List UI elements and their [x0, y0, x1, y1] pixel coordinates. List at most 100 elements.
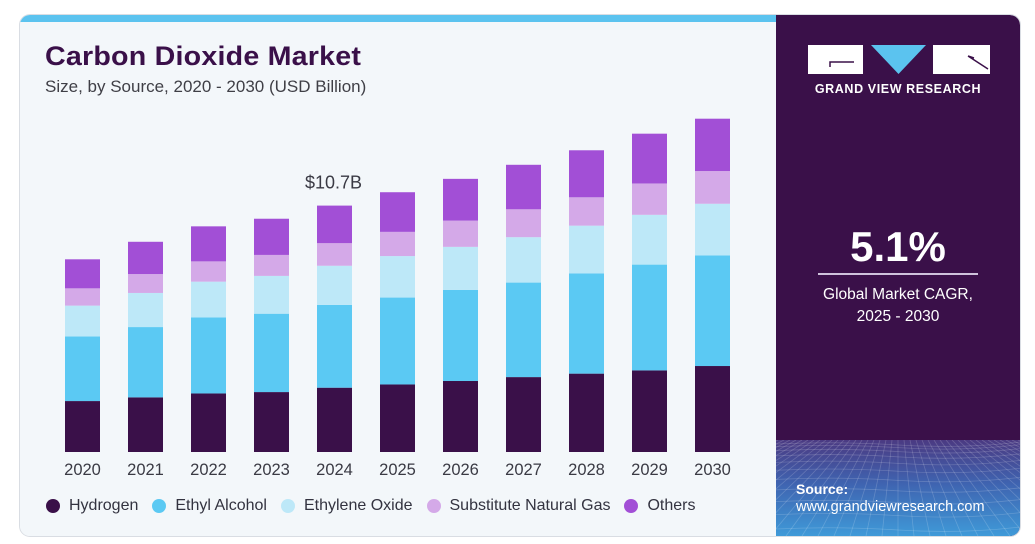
- bar-segment-others-2022: [191, 226, 226, 262]
- bar-segment-ethyl-alcohol-2029: [632, 264, 667, 371]
- legend-label: Substitute Natural Gas: [449, 497, 611, 514]
- legend-item-hydrogen: Hydrogen: [46, 497, 138, 515]
- x-tick-label: 2029: [631, 461, 668, 479]
- bar-segment-ethylene-oxide-2030: [695, 203, 730, 256]
- bar-segment-hydrogen-2024: [317, 387, 352, 452]
- mesh-grid-decoration: [776, 440, 1020, 536]
- bar-segment-ethylene-oxide-2027: [506, 237, 541, 283]
- bar-segment-hydrogen-2030: [695, 366, 730, 452]
- bar-segment-ethylene-oxide-2021: [128, 292, 163, 328]
- legend-item-ethyl-alcohol: Ethyl Alcohol: [152, 497, 267, 515]
- bar-segment-hydrogen-2025: [380, 384, 415, 452]
- bar-segment-others-2029: [632, 133, 667, 184]
- bar-segment-ethylene-oxide-2028: [569, 225, 604, 274]
- cagr-label-line2: 2025 - 2030: [856, 308, 940, 325]
- bar-segment-substitute-natural-gas-2025: [380, 231, 415, 257]
- x-tick-label: 2025: [379, 461, 416, 479]
- bar-segment-ethyl-alcohol-2030: [695, 255, 730, 367]
- legend-label: Ethyl Alcohol: [175, 497, 267, 514]
- chart-legend: Hydrogen Ethyl Alcohol Ethylene Oxide Subst…: [46, 496, 709, 516]
- bar-segment-ethyl-alcohol-2021: [128, 327, 163, 398]
- bar-segment-hydrogen-2028: [569, 373, 604, 452]
- value-annotation: $10.7B: [305, 173, 362, 193]
- x-tick-label: 2028: [568, 461, 605, 479]
- cagr-value: 5.1%: [850, 223, 946, 270]
- x-tick-label: 2023: [253, 461, 290, 479]
- bar-segment-substitute-natural-gas-2026: [443, 220, 478, 247]
- bar-segment-ethylene-oxide-2020: [65, 305, 100, 337]
- bar-segment-hydrogen-2021: [128, 397, 163, 452]
- legend-swatch: [280, 499, 295, 513]
- legend-label: Others: [647, 497, 696, 514]
- bar-segment-substitute-natural-gas-2023: [254, 254, 289, 276]
- bar-segment-ethylene-oxide-2026: [443, 246, 478, 290]
- bar-segment-hydrogen-2026: [443, 381, 478, 452]
- bar-segment-ethylene-oxide-2022: [191, 281, 226, 318]
- bar-segment-hydrogen-2022: [191, 393, 226, 452]
- x-tick-label: 2022: [190, 461, 227, 479]
- infographic-card: Carbon Dioxide Market Size, by Source, 2…: [20, 15, 1020, 536]
- bar-segment-ethyl-alcohol-2024: [317, 304, 352, 388]
- bar-segment-ethyl-alcohol-2022: [191, 317, 226, 394]
- chart-title: Carbon Dioxide Market: [45, 41, 362, 71]
- x-tick-label: 2020: [64, 461, 101, 479]
- bar-segment-others-2027: [506, 164, 541, 210]
- bar-segment-substitute-natural-gas-2029: [632, 183, 667, 215]
- chart-panel: Carbon Dioxide Market Size, by Source, 2…: [20, 15, 776, 536]
- source-label: Source:: [796, 481, 849, 497]
- legend-swatch: [426, 499, 441, 513]
- legend-swatch: [624, 499, 639, 513]
- bar-segment-ethyl-alcohol-2026: [443, 289, 478, 382]
- legend-swatch: [46, 499, 60, 513]
- source-background: [776, 440, 1020, 536]
- bar-segment-others-2020: [65, 259, 100, 289]
- bar-segment-ethyl-alcohol-2028: [569, 273, 604, 374]
- bar-segment-substitute-natural-gas-2020: [65, 288, 100, 306]
- bar-segment-ethylene-oxide-2029: [632, 214, 667, 265]
- bar-segment-others-2024: [317, 205, 352, 244]
- legend-item-substitute-natural-gas: Substitute Natural Gas: [426, 497, 611, 515]
- bar-segment-substitute-natural-gas-2030: [695, 171, 730, 204]
- bar-segment-others-2023: [254, 218, 289, 255]
- bar-segment-others-2028: [569, 150, 604, 198]
- bar-segment-ethylene-oxide-2024: [317, 265, 352, 305]
- bar-segment-others-2025: [380, 192, 415, 232]
- bar-segment-ethyl-alcohol-2020: [65, 336, 100, 402]
- x-tick-label: 2021: [127, 461, 164, 479]
- bar-segment-ethylene-oxide-2025: [380, 256, 415, 298]
- x-tick-label: 2024: [316, 461, 353, 479]
- bar-segment-hydrogen-2029: [632, 370, 667, 452]
- legend-item-ethylene-oxide: Ethylene Oxide: [280, 497, 413, 515]
- x-tick-label: 2030: [694, 461, 731, 479]
- bar-segment-substitute-natural-gas-2027: [506, 209, 541, 238]
- source-link[interactable]: www.grandviewresearch.com: [796, 499, 985, 515]
- bar-segment-others-2030: [695, 118, 730, 172]
- side-panel: GRAND VIEW RESEARCH 5.1% Global Market C…: [776, 15, 1020, 536]
- x-tick-label: 2026: [442, 461, 479, 479]
- x-tick-label: 2027: [505, 461, 542, 479]
- bar-segment-substitute-natural-gas-2024: [317, 243, 352, 266]
- bar-segment-substitute-natural-gas-2022: [191, 261, 226, 282]
- bar-segment-hydrogen-2020: [65, 401, 100, 452]
- bar-segment-others-2026: [443, 178, 478, 221]
- chart-subtitle: Size, by Source, 2020 - 2030 (USD Billio…: [45, 77, 367, 96]
- accent-bar: [20, 15, 776, 22]
- bar-segment-ethylene-oxide-2023: [254, 275, 289, 314]
- legend-label: Ethylene Oxide: [303, 497, 413, 514]
- bar-segment-others-2021: [128, 241, 163, 275]
- stacked-bar-chart: 2020 2021 2022 2023 2024 $10.7B 2025 2026 2027 20…: [64, 118, 731, 479]
- cagr-label-line1: Global Market CAGR,: [823, 286, 973, 303]
- bar-segment-substitute-natural-gas-2021: [128, 274, 163, 293]
- bar-segment-hydrogen-2027: [506, 377, 541, 452]
- bar-segment-ethyl-alcohol-2023: [254, 313, 289, 393]
- legend-label: Hydrogen: [69, 497, 139, 514]
- bar-segment-hydrogen-2023: [254, 392, 289, 452]
- bar-segment-ethyl-alcohol-2025: [380, 297, 415, 385]
- cagr-divider: [818, 273, 978, 275]
- bar-segment-substitute-natural-gas-2028: [569, 197, 604, 226]
- legend-swatch: [152, 499, 167, 513]
- gvr-logo-icon: [808, 45, 990, 74]
- bar-segment-ethyl-alcohol-2027: [506, 282, 541, 378]
- legend-item-others: Others: [624, 497, 695, 515]
- brand-name: GRAND VIEW RESEARCH: [814, 82, 982, 96]
